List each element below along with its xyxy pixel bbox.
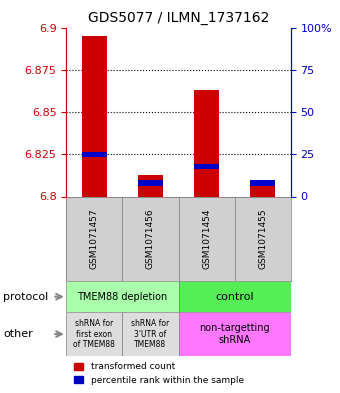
Legend: transformed count, percentile rank within the sample: transformed count, percentile rank withi… bbox=[71, 359, 248, 389]
Text: GSM1071457: GSM1071457 bbox=[90, 208, 99, 269]
Bar bbox=[82, 152, 107, 157]
Bar bbox=[250, 180, 275, 185]
Text: GSM1071456: GSM1071456 bbox=[146, 208, 155, 269]
Bar bbox=[235, 196, 291, 281]
Text: other: other bbox=[3, 329, 33, 339]
Bar bbox=[122, 196, 178, 281]
Bar bbox=[138, 174, 163, 196]
Bar bbox=[194, 90, 219, 196]
Bar bbox=[178, 196, 235, 281]
Bar bbox=[82, 36, 107, 197]
Bar bbox=[66, 312, 122, 356]
Text: shRNA for
3'UTR of
TMEM88: shRNA for 3'UTR of TMEM88 bbox=[131, 319, 170, 349]
Text: shRNA for
first exon
of TMEM88: shRNA for first exon of TMEM88 bbox=[73, 319, 115, 349]
Text: TMEM88 depletion: TMEM88 depletion bbox=[77, 292, 168, 302]
Bar bbox=[138, 180, 163, 185]
Text: GSM1071455: GSM1071455 bbox=[258, 208, 267, 269]
Title: GDS5077 / ILMN_1737162: GDS5077 / ILMN_1737162 bbox=[88, 11, 269, 25]
Text: non-targetting
shRNA: non-targetting shRNA bbox=[199, 323, 270, 345]
Bar bbox=[194, 163, 219, 169]
Bar bbox=[178, 281, 291, 312]
Bar bbox=[250, 180, 275, 196]
Bar bbox=[66, 281, 178, 312]
Bar bbox=[178, 312, 291, 356]
Bar bbox=[66, 196, 122, 281]
Text: control: control bbox=[215, 292, 254, 302]
Text: GSM1071454: GSM1071454 bbox=[202, 209, 211, 269]
Bar bbox=[122, 312, 178, 356]
Text: protocol: protocol bbox=[3, 292, 49, 302]
